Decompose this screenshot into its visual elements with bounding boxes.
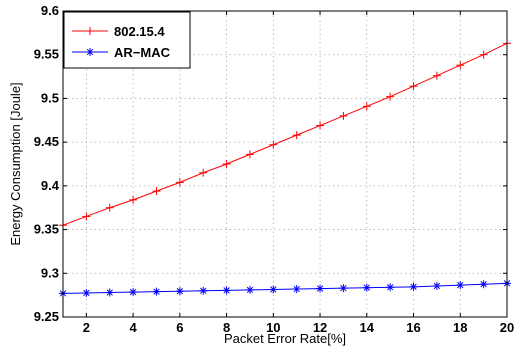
data-point xyxy=(222,286,231,295)
data-point xyxy=(245,285,254,294)
data-point xyxy=(129,195,138,204)
data-point xyxy=(105,203,114,212)
data-point xyxy=(409,82,418,91)
x-tick-label: 14 xyxy=(360,320,375,335)
y-tick-label: 9.4 xyxy=(41,178,60,193)
x-tick-label: 12 xyxy=(313,320,327,335)
data-point xyxy=(386,92,395,101)
data-point xyxy=(269,140,278,149)
series-layer xyxy=(59,39,511,298)
data-point xyxy=(456,281,465,290)
x-tick-label: 16 xyxy=(406,320,420,335)
data-point xyxy=(152,287,161,296)
data-point xyxy=(479,280,488,289)
data-point xyxy=(175,287,184,296)
x-tick-label: 6 xyxy=(176,320,183,335)
data-point xyxy=(105,288,114,297)
data-point xyxy=(432,71,441,80)
y-axis-title: Energy Consumption [Joule] xyxy=(8,82,23,245)
data-point xyxy=(316,121,325,130)
data-point xyxy=(222,160,231,168)
data-point xyxy=(479,50,488,59)
data-point xyxy=(386,283,395,292)
x-tick-label: 2 xyxy=(83,320,90,335)
data-point xyxy=(456,61,465,70)
y-tick-label: 9.45 xyxy=(34,134,59,149)
data-point xyxy=(152,187,161,196)
y-tick-label: 9.6 xyxy=(41,3,59,18)
x-axis-title: Packet Error Rate[%] xyxy=(224,331,346,346)
data-point xyxy=(432,281,441,290)
legend: 802.15.4 AR−MAC xyxy=(63,11,191,69)
data-point xyxy=(316,284,325,293)
data-point xyxy=(82,212,91,221)
data-point xyxy=(82,288,91,297)
data-point xyxy=(199,168,208,177)
y-tick-label: 9.5 xyxy=(41,90,59,105)
series-0 xyxy=(59,39,511,230)
data-point xyxy=(245,150,254,159)
data-point xyxy=(199,286,208,295)
y-tick-label: 9.55 xyxy=(34,47,59,62)
x-tick-label: 18 xyxy=(453,320,467,335)
data-point xyxy=(269,285,278,294)
y-tick-label: 9.3 xyxy=(41,265,59,280)
data-point xyxy=(86,27,94,35)
x-tick-label: 8 xyxy=(223,320,230,335)
y-tick-label: 9.35 xyxy=(34,222,59,237)
x-tick-label: 10 xyxy=(266,320,280,335)
data-point xyxy=(129,288,138,297)
data-point xyxy=(292,131,301,140)
y-tick-label: 9.25 xyxy=(34,309,59,324)
x-tick-label: 4 xyxy=(129,320,137,335)
legend-label: AR−MAC xyxy=(114,45,171,60)
data-point xyxy=(292,285,301,294)
series-line xyxy=(62,42,508,226)
data-point xyxy=(86,48,94,56)
series-1 xyxy=(59,279,511,298)
data-point xyxy=(362,102,371,111)
data-point xyxy=(409,282,418,291)
legend-label: 802.15.4 xyxy=(114,24,165,39)
data-point xyxy=(339,111,348,120)
data-point xyxy=(339,284,348,293)
legend-box xyxy=(63,11,191,69)
legend-item: 802.15.4 xyxy=(72,24,165,39)
legend-item: AR−MAC xyxy=(72,45,171,60)
x-tick-label: 20 xyxy=(500,320,514,335)
data-point xyxy=(175,178,184,187)
plot-frame xyxy=(62,10,508,318)
data-point xyxy=(362,283,371,292)
